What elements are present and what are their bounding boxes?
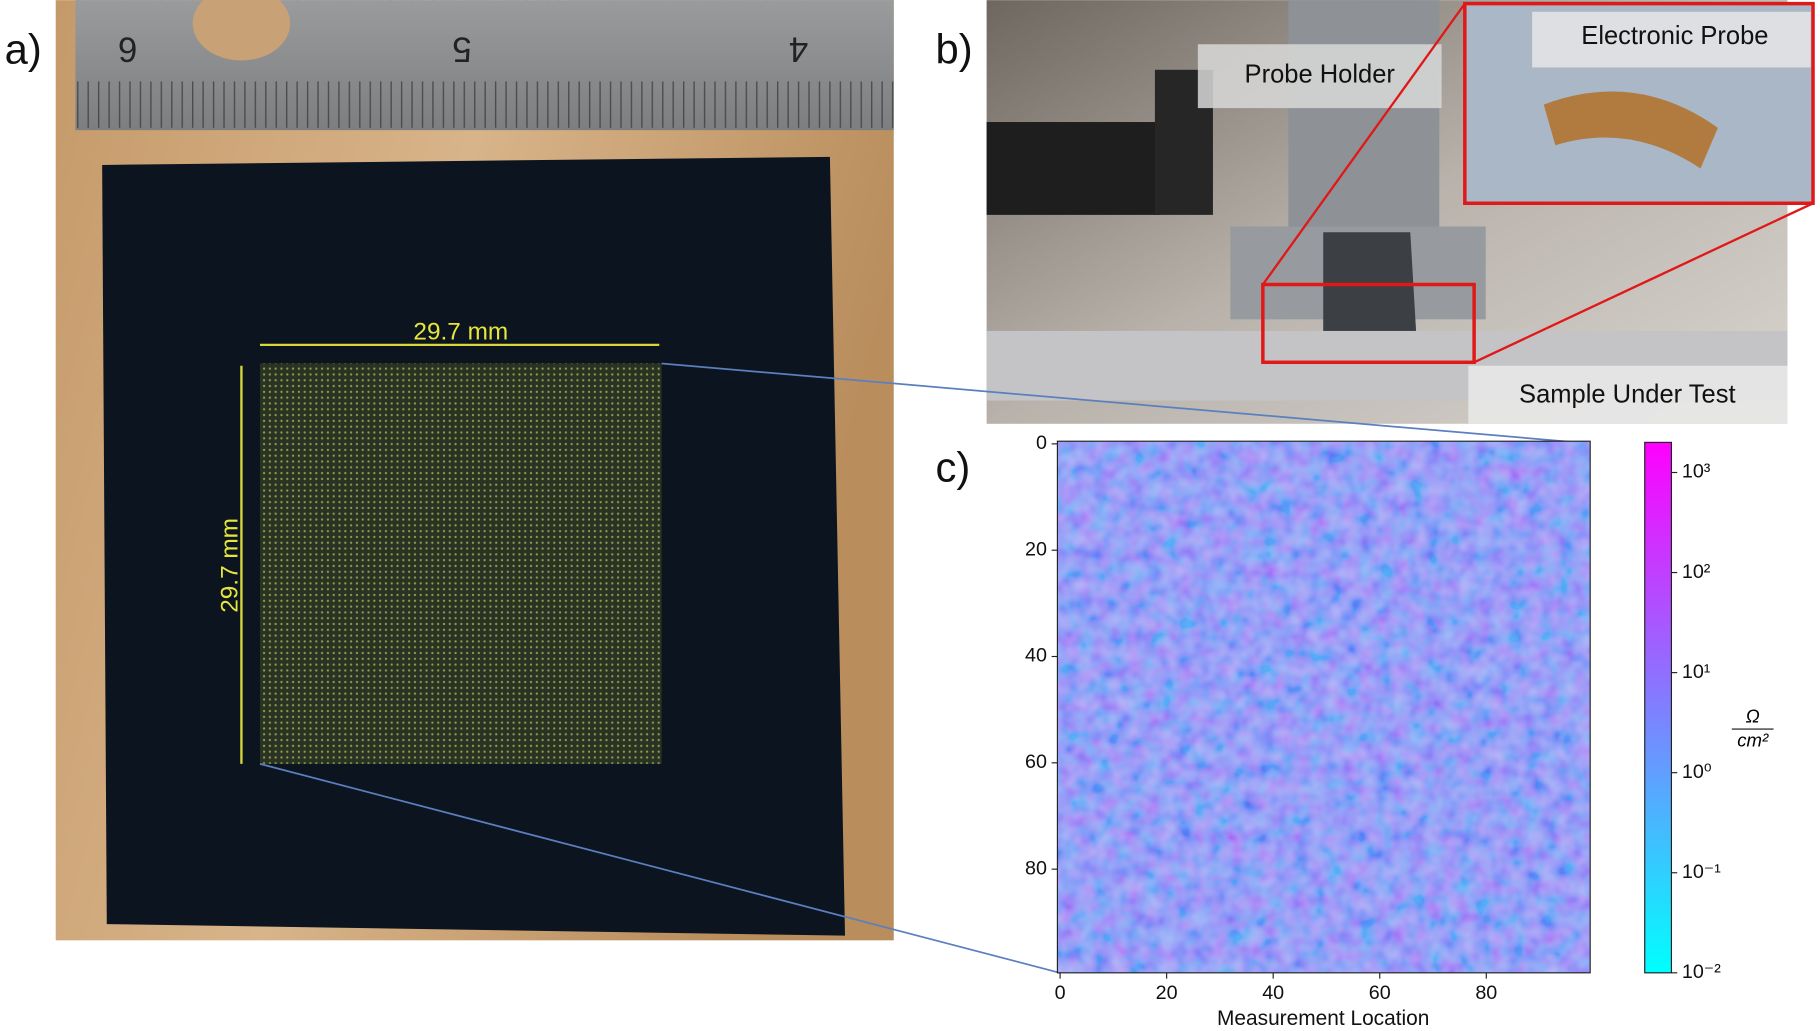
y-tick-label: 80 (1025, 857, 1047, 879)
y-tick-label: 20 (1025, 538, 1047, 560)
connector (661, 362, 1591, 445)
colorbar-tick-label: 10⁻¹ (1682, 861, 1721, 883)
height-label: 29.7 mm (216, 518, 243, 613)
callout: Probe Holder (1245, 60, 1396, 88)
colorbar-tick-label: 10² (1682, 561, 1711, 583)
panel-label: c) (936, 443, 971, 490)
photo-a (55, 0, 894, 941)
unit-denominator: cm² (1737, 730, 1769, 751)
y-tick-label: 0 (1036, 432, 1047, 454)
x-axis-label: Measurement Location (1217, 1007, 1429, 1030)
y-tick-label: 60 (1025, 751, 1047, 773)
x-tick-label: 40 (1262, 982, 1284, 1004)
callout: Electronic Probe (1581, 22, 1768, 50)
x-tick-label: 80 (1475, 982, 1497, 1004)
ruler-number: 5 (452, 29, 471, 68)
colorbar-tick-label: 10⁰ (1682, 761, 1712, 783)
connector (259, 763, 1060, 974)
width-label: 29.7 mm (413, 319, 508, 346)
colorbar-tick-label: 10³ (1682, 461, 1711, 483)
panel-label: a) (5, 25, 42, 72)
x-tick-label: 60 (1369, 982, 1391, 1004)
ruler-number: 4 (789, 29, 808, 68)
panel-label: b) (936, 25, 973, 72)
ruler-number: 6 (118, 29, 137, 68)
y-tick-label: 40 (1025, 645, 1047, 667)
colorbar (1644, 441, 1673, 974)
unit-numerator: Ω (1746, 705, 1760, 726)
heatmap (1056, 440, 1591, 974)
ruler-numbers: 6 5 4 (118, 29, 808, 68)
colorbar-tick-label: 10⁻² (1682, 961, 1721, 983)
x-tick-label: 20 (1156, 982, 1178, 1004)
callout: Sample Under Test (1519, 381, 1736, 409)
photo-b (986, 0, 1815, 424)
x-tick-label: 0 (1055, 982, 1066, 1004)
colorbar-tick-label: 10¹ (1682, 661, 1711, 683)
